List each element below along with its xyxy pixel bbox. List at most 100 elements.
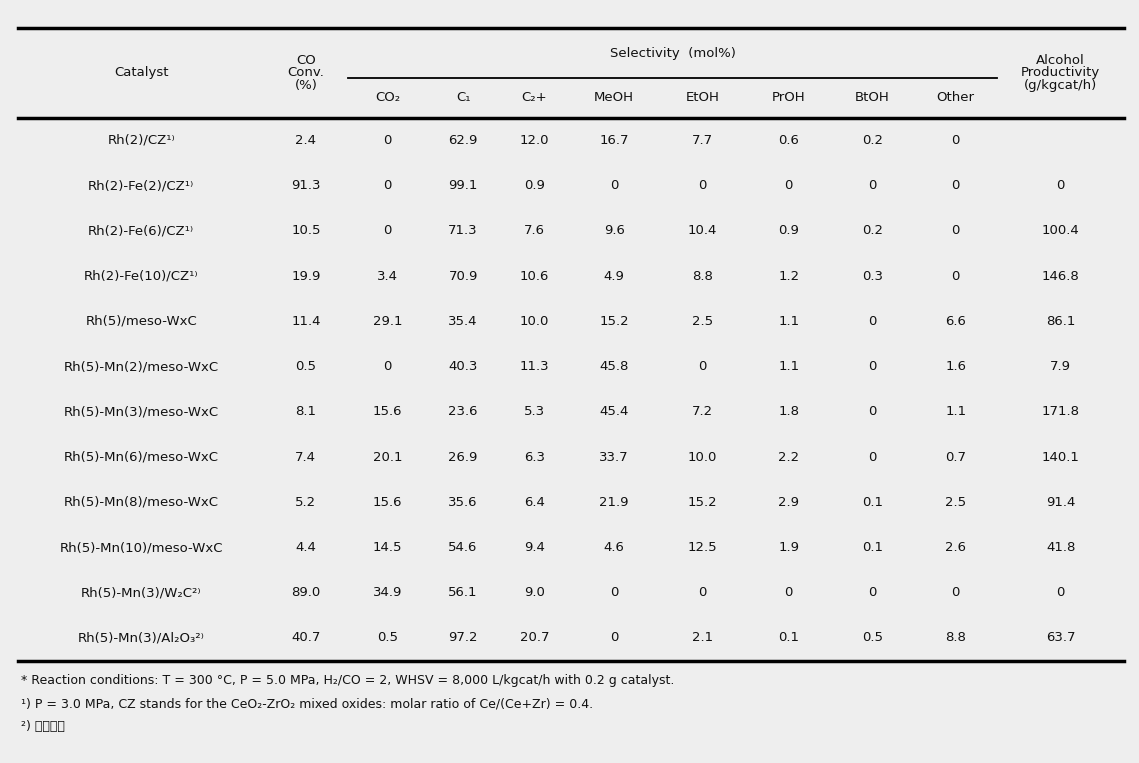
Text: 0: 0 <box>951 224 960 237</box>
Text: 2.9: 2.9 <box>778 496 800 509</box>
Text: 20.7: 20.7 <box>519 632 549 645</box>
Text: C₁: C₁ <box>456 92 470 105</box>
Text: 4.6: 4.6 <box>604 541 624 554</box>
Text: 19.9: 19.9 <box>292 269 320 282</box>
Text: 6.6: 6.6 <box>945 315 966 328</box>
Text: Selectivity  (mol%): Selectivity (mol%) <box>609 47 736 60</box>
Text: 6.4: 6.4 <box>524 496 544 509</box>
Text: ²) 상용담체: ²) 상용담체 <box>21 720 65 733</box>
Text: 0: 0 <box>384 360 392 373</box>
Text: 0: 0 <box>868 179 876 192</box>
Text: 146.8: 146.8 <box>1042 269 1080 282</box>
Text: * Reaction conditions: T = 300 °C, P = 5.0 MPa, H₂/CO = 2, WHSV = 8,000 L/kgcat/: * Reaction conditions: T = 300 °C, P = 5… <box>21 674 674 687</box>
Text: 91.4: 91.4 <box>1046 496 1075 509</box>
Text: 45.8: 45.8 <box>599 360 629 373</box>
Text: 0: 0 <box>384 134 392 146</box>
Text: 2.4: 2.4 <box>295 134 317 146</box>
Text: 7.2: 7.2 <box>693 405 713 418</box>
Text: 0.5: 0.5 <box>862 632 883 645</box>
Text: 0: 0 <box>951 586 960 599</box>
Text: 7.6: 7.6 <box>524 224 544 237</box>
Text: 0.9: 0.9 <box>778 224 800 237</box>
Text: 1.1: 1.1 <box>945 405 966 418</box>
Text: 62.9: 62.9 <box>449 134 477 146</box>
Text: 9.6: 9.6 <box>604 224 624 237</box>
Text: C₂+: C₂+ <box>522 92 547 105</box>
Text: 0.3: 0.3 <box>862 269 883 282</box>
Text: 6.3: 6.3 <box>524 450 544 463</box>
Text: 26.9: 26.9 <box>449 450 477 463</box>
Text: Other: Other <box>936 92 975 105</box>
Text: 0: 0 <box>384 179 392 192</box>
Text: 71.3: 71.3 <box>449 224 478 237</box>
Text: 56.1: 56.1 <box>449 586 478 599</box>
Text: Rh(2)-Fe(6)/CZ¹⁾: Rh(2)-Fe(6)/CZ¹⁾ <box>88 224 195 237</box>
Text: Rh(2)-Fe(10)/CZ¹⁾: Rh(2)-Fe(10)/CZ¹⁾ <box>84 269 198 282</box>
Text: 10.5: 10.5 <box>292 224 320 237</box>
Text: 0: 0 <box>1057 586 1065 599</box>
Text: 0.5: 0.5 <box>377 632 398 645</box>
Text: Rh(5)-Mn(3)/meso-WxC: Rh(5)-Mn(3)/meso-WxC <box>64 405 219 418</box>
Text: 2.5: 2.5 <box>945 496 966 509</box>
Text: 35.4: 35.4 <box>449 315 478 328</box>
Text: 0.2: 0.2 <box>862 224 883 237</box>
Text: 89.0: 89.0 <box>292 586 320 599</box>
Text: 20.1: 20.1 <box>372 450 402 463</box>
Text: 0: 0 <box>698 586 707 599</box>
Text: 12.5: 12.5 <box>688 541 718 554</box>
Text: 0.6: 0.6 <box>778 134 800 146</box>
Text: 5.3: 5.3 <box>524 405 544 418</box>
Text: Conv.: Conv. <box>287 66 325 79</box>
Text: 16.7: 16.7 <box>599 134 629 146</box>
Text: EtOH: EtOH <box>686 92 720 105</box>
Text: 0.1: 0.1 <box>862 496 883 509</box>
Text: 3.4: 3.4 <box>377 269 398 282</box>
Text: 0.1: 0.1 <box>862 541 883 554</box>
Text: 23.6: 23.6 <box>449 405 478 418</box>
Text: PrOH: PrOH <box>772 92 805 105</box>
Text: 0: 0 <box>951 179 960 192</box>
Text: Rh(5)-Mn(3)/W₂C²⁾: Rh(5)-Mn(3)/W₂C²⁾ <box>81 586 202 599</box>
Text: 0: 0 <box>611 179 618 192</box>
Text: 8.8: 8.8 <box>945 632 966 645</box>
Text: 0: 0 <box>868 586 876 599</box>
Text: 0.5: 0.5 <box>295 360 317 373</box>
Text: 5.2: 5.2 <box>295 496 317 509</box>
Text: 0: 0 <box>951 269 960 282</box>
Text: CO₂: CO₂ <box>375 92 400 105</box>
Text: CO: CO <box>296 54 316 67</box>
Text: Rh(5)/meso-WxC: Rh(5)/meso-WxC <box>85 315 197 328</box>
Text: 11.4: 11.4 <box>292 315 320 328</box>
Text: Rh(5)-Mn(2)/meso-WxC: Rh(5)-Mn(2)/meso-WxC <box>64 360 219 373</box>
Text: 0: 0 <box>868 450 876 463</box>
Text: 4.4: 4.4 <box>295 541 317 554</box>
Text: Rh(2)-Fe(2)/CZ¹⁾: Rh(2)-Fe(2)/CZ¹⁾ <box>88 179 195 192</box>
Text: 7.7: 7.7 <box>693 134 713 146</box>
Text: 0: 0 <box>611 632 618 645</box>
Text: MeOH: MeOH <box>595 92 634 105</box>
Text: 0: 0 <box>785 179 793 192</box>
Text: 34.9: 34.9 <box>372 586 402 599</box>
Text: 2.1: 2.1 <box>693 632 713 645</box>
Text: 1.1: 1.1 <box>778 360 800 373</box>
Text: 2.5: 2.5 <box>693 315 713 328</box>
Text: ¹) P = 3.0 MPa, CZ stands for the CeO₂-ZrO₂ mixed oxides: molar ratio of Ce/(Ce+: ¹) P = 3.0 MPa, CZ stands for the CeO₂-Z… <box>21 697 592 710</box>
Text: 0: 0 <box>1057 179 1065 192</box>
Text: 91.3: 91.3 <box>292 179 320 192</box>
Text: 9.0: 9.0 <box>524 586 544 599</box>
Text: 0: 0 <box>384 224 392 237</box>
Text: 7.9: 7.9 <box>1050 360 1071 373</box>
Text: (%): (%) <box>295 79 318 92</box>
Text: 0: 0 <box>951 134 960 146</box>
Text: 2.2: 2.2 <box>778 450 800 463</box>
Text: 33.7: 33.7 <box>599 450 629 463</box>
Text: 0: 0 <box>698 360 707 373</box>
Text: 99.1: 99.1 <box>449 179 477 192</box>
Text: Rh(5)-Mn(10)/meso-WxC: Rh(5)-Mn(10)/meso-WxC <box>59 541 223 554</box>
Text: 63.7: 63.7 <box>1046 632 1075 645</box>
Text: 0.7: 0.7 <box>945 450 966 463</box>
Text: 11.3: 11.3 <box>519 360 549 373</box>
Text: 40.7: 40.7 <box>292 632 320 645</box>
Text: 15.6: 15.6 <box>372 405 402 418</box>
Text: 1.2: 1.2 <box>778 269 800 282</box>
